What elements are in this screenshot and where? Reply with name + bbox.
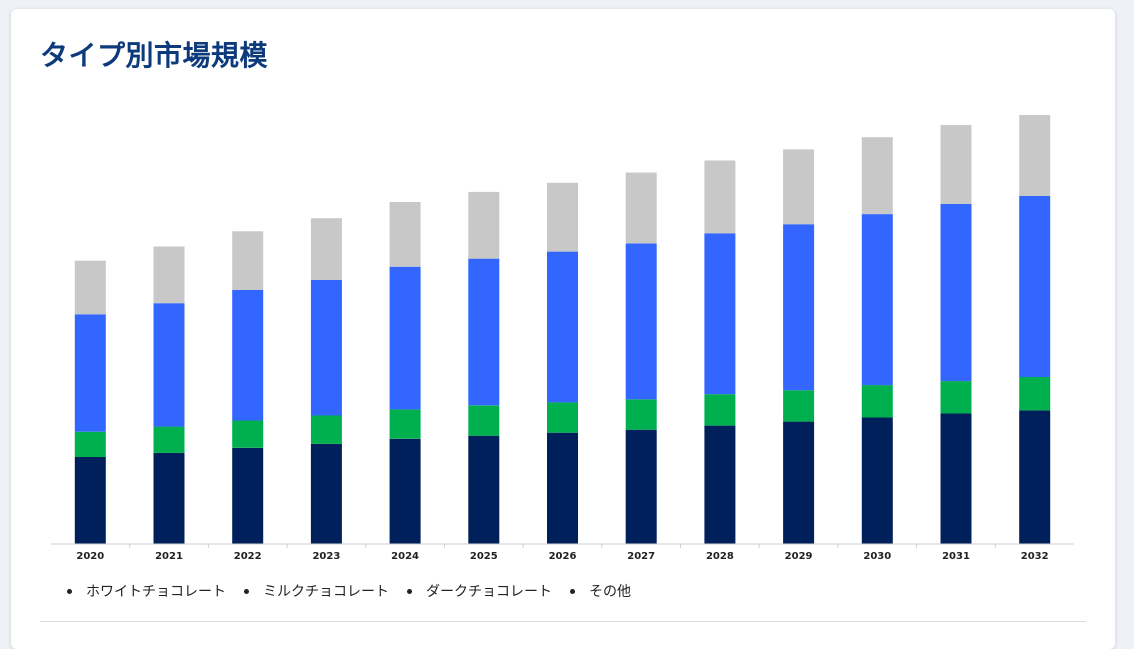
bar-segment-white-chocolate-2030[interactable] xyxy=(861,417,893,545)
legend-label: ダークチョコレート xyxy=(426,584,552,600)
bar-segment-milk-chocolate-2026[interactable] xyxy=(547,402,578,433)
bar-segment-white-chocolate-2023[interactable] xyxy=(310,443,342,544)
bar-segment-others-2020[interactable] xyxy=(74,260,106,315)
chart-legend: ホワイトチョコレート ミルクチョコレート ダークチョコレート その他 xyxy=(67,581,649,601)
bar-segment-dark-chocolate-2027[interactable] xyxy=(625,243,657,400)
legend-bullet xyxy=(407,588,412,594)
bar-segment-others-2021[interactable] xyxy=(153,246,185,304)
x-tick-label-2029: 2029 xyxy=(785,551,813,562)
bar-segment-others-2031[interactable] xyxy=(940,125,972,204)
x-tick-labels: 2020 2021 2022 2023 2024 2025 2026 2027 2028 2029… xyxy=(76,544,1049,562)
stacked-bar-chart: 2020 2021 2022 2023 2024 2025 2026 2027 2028 2029… xyxy=(51,115,1074,562)
bar-segment-others-2032[interactable] xyxy=(1019,115,1051,196)
bar-segment-dark-chocolate-2024[interactable] xyxy=(389,266,421,410)
bar-segment-others-2025[interactable] xyxy=(468,191,500,259)
bar-segment-dark-chocolate-2028[interactable] xyxy=(704,233,736,395)
bar-segment-others-2030[interactable] xyxy=(861,137,893,215)
bar-segment-milk-chocolate-2027[interactable] xyxy=(625,399,657,430)
x-tick-label-2024: 2024 xyxy=(391,551,419,562)
bar-segment-others-2024[interactable] xyxy=(389,202,421,267)
bar-segment-white-chocolate-2020[interactable] xyxy=(74,457,106,544)
legend-item-dark-chocolate[interactable]: ダークチョコレート xyxy=(407,581,552,601)
bar-segment-others-2026[interactable] xyxy=(547,182,578,252)
x-tick-label-2030: 2030 xyxy=(863,551,891,562)
chart-card: タイプ別市場規模 2020 2021 2022 2023 2024 2025 2026 202… xyxy=(11,9,1115,649)
bar-segment-white-chocolate-2026[interactable] xyxy=(547,432,578,544)
bar-segment-milk-chocolate-2028[interactable] xyxy=(704,394,736,426)
bar-segment-others-2029[interactable] xyxy=(783,149,815,225)
bar-segment-white-chocolate-2021[interactable] xyxy=(153,452,185,544)
bar-segment-white-chocolate-2024[interactable] xyxy=(389,438,421,544)
bar-segment-white-chocolate-2032[interactable] xyxy=(1019,410,1051,544)
bar-segment-dark-chocolate-2021[interactable] xyxy=(153,303,185,427)
x-tick-label-2031: 2031 xyxy=(942,551,970,562)
bar-segment-milk-chocolate-2020[interactable] xyxy=(74,431,106,457)
bar-segment-white-chocolate-2029[interactable] xyxy=(783,421,815,544)
legend-item-milk-chocolate[interactable]: ミルクチョコレート xyxy=(244,581,389,601)
legend-label: ミルクチョコレート xyxy=(263,584,389,600)
bar-segment-others-2022[interactable] xyxy=(232,231,264,290)
bar-segment-white-chocolate-2028[interactable] xyxy=(704,425,736,544)
bar-segment-white-chocolate-2027[interactable] xyxy=(625,429,657,544)
legend-label: ホワイトチョコレート xyxy=(86,584,226,600)
bar-segment-others-2023[interactable] xyxy=(310,218,342,280)
x-tick-label-2020: 2020 xyxy=(76,551,104,562)
bar-segment-milk-chocolate-2025[interactable] xyxy=(468,405,500,436)
x-tick-label-2027: 2027 xyxy=(627,551,655,562)
bar-segment-milk-chocolate-2029[interactable] xyxy=(783,390,815,422)
bar-segment-dark-chocolate-2022[interactable] xyxy=(232,290,264,421)
bar-segment-milk-chocolate-2032[interactable] xyxy=(1019,377,1051,411)
x-tick-label-2025: 2025 xyxy=(470,551,498,562)
x-tick-label-2032: 2032 xyxy=(1021,551,1049,562)
bar-segment-dark-chocolate-2020[interactable] xyxy=(74,314,106,432)
bar-segment-dark-chocolate-2023[interactable] xyxy=(310,279,342,416)
bar-segment-milk-chocolate-2021[interactable] xyxy=(153,426,185,453)
bar-segment-white-chocolate-2031[interactable] xyxy=(940,413,972,545)
bar-segment-white-chocolate-2022[interactable] xyxy=(232,447,264,544)
chart-title: タイプ別市場規模 xyxy=(40,39,269,72)
bottom-divider xyxy=(40,621,1086,622)
bar-segment-dark-chocolate-2032[interactable] xyxy=(1019,195,1051,377)
x-tick-label-2028: 2028 xyxy=(706,551,734,562)
legend-item-others[interactable]: その他 xyxy=(570,581,631,601)
bars-layer xyxy=(74,115,1051,545)
x-tick-label-2023: 2023 xyxy=(312,551,340,562)
bar-segment-dark-chocolate-2030[interactable] xyxy=(861,214,893,386)
bar-segment-dark-chocolate-2031[interactable] xyxy=(940,204,972,382)
bar-segment-milk-chocolate-2022[interactable] xyxy=(232,420,264,448)
bar-segment-dark-chocolate-2026[interactable] xyxy=(547,251,578,403)
bar-segment-dark-chocolate-2025[interactable] xyxy=(468,258,500,406)
legend-bullet xyxy=(244,588,249,594)
x-tick-label-2021: 2021 xyxy=(155,551,183,562)
x-tick-label-2026: 2026 xyxy=(549,551,577,562)
bar-segment-others-2028[interactable] xyxy=(704,160,736,234)
bar-segment-dark-chocolate-2029[interactable] xyxy=(783,224,815,391)
legend-bullet xyxy=(67,588,72,594)
bar-segment-white-chocolate-2025[interactable] xyxy=(468,435,500,544)
bar-segment-milk-chocolate-2031[interactable] xyxy=(940,381,972,414)
legend-label: その他 xyxy=(589,584,631,600)
legend-bullet xyxy=(570,588,575,594)
bar-segment-others-2027[interactable] xyxy=(625,172,657,244)
x-tick-label-2022: 2022 xyxy=(234,551,262,562)
bar-segment-milk-chocolate-2030[interactable] xyxy=(861,385,893,418)
bar-segment-milk-chocolate-2024[interactable] xyxy=(389,409,421,439)
legend-item-white-chocolate[interactable]: ホワイトチョコレート xyxy=(67,581,226,601)
bar-segment-milk-chocolate-2023[interactable] xyxy=(310,415,342,444)
